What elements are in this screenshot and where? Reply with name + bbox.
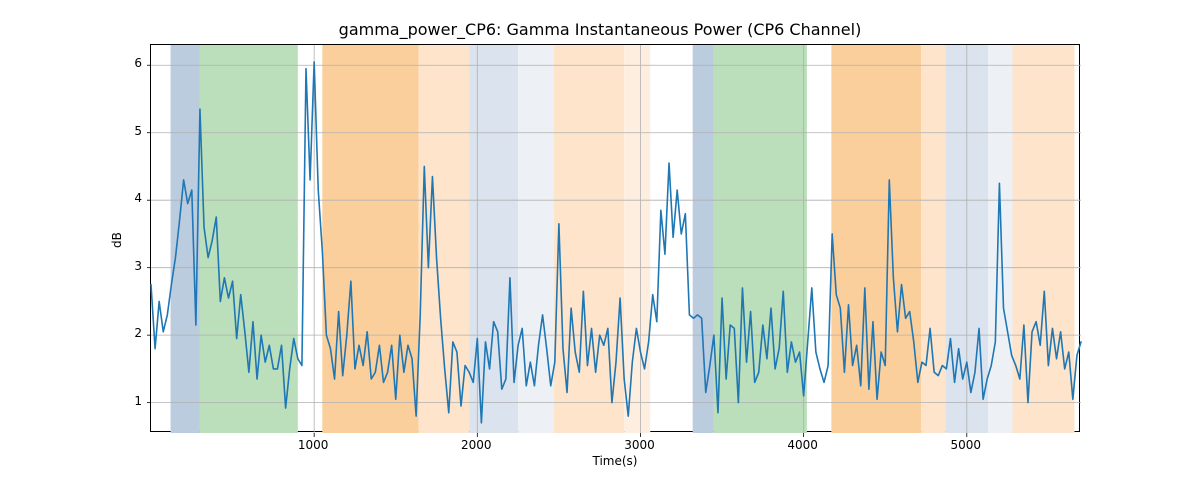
chart-title: gamma_power_CP6: Gamma Instantaneous Pow… [0, 20, 1200, 39]
ytick-label: 2 [134, 326, 142, 340]
background-region [714, 45, 807, 433]
background-region [624, 45, 650, 433]
xtick-label: 3000 [619, 438, 659, 452]
xtick-label: 5000 [946, 438, 986, 452]
background-region [988, 45, 1012, 433]
chart-axes [150, 44, 1080, 432]
background-region [469, 45, 518, 433]
background-region [171, 45, 200, 433]
x-axis-label: Time(s) [150, 454, 1080, 468]
ytick-label: 1 [134, 394, 142, 408]
background-region [921, 45, 945, 433]
ytick-label: 3 [134, 259, 142, 273]
background-region [1012, 45, 1074, 433]
background-region [693, 45, 714, 433]
ytick-label: 6 [134, 56, 142, 70]
y-axis-label: dB [110, 232, 124, 248]
figure: gamma_power_CP6: Gamma Instantaneous Pow… [0, 0, 1200, 500]
xtick-label: 2000 [456, 438, 496, 452]
chart-svg [151, 45, 1081, 433]
xtick-label: 4000 [783, 438, 823, 452]
xtick-label: 1000 [293, 438, 333, 452]
ytick-label: 5 [134, 124, 142, 138]
background-region [419, 45, 470, 433]
ytick-label: 4 [134, 191, 142, 205]
background-region [554, 45, 624, 433]
